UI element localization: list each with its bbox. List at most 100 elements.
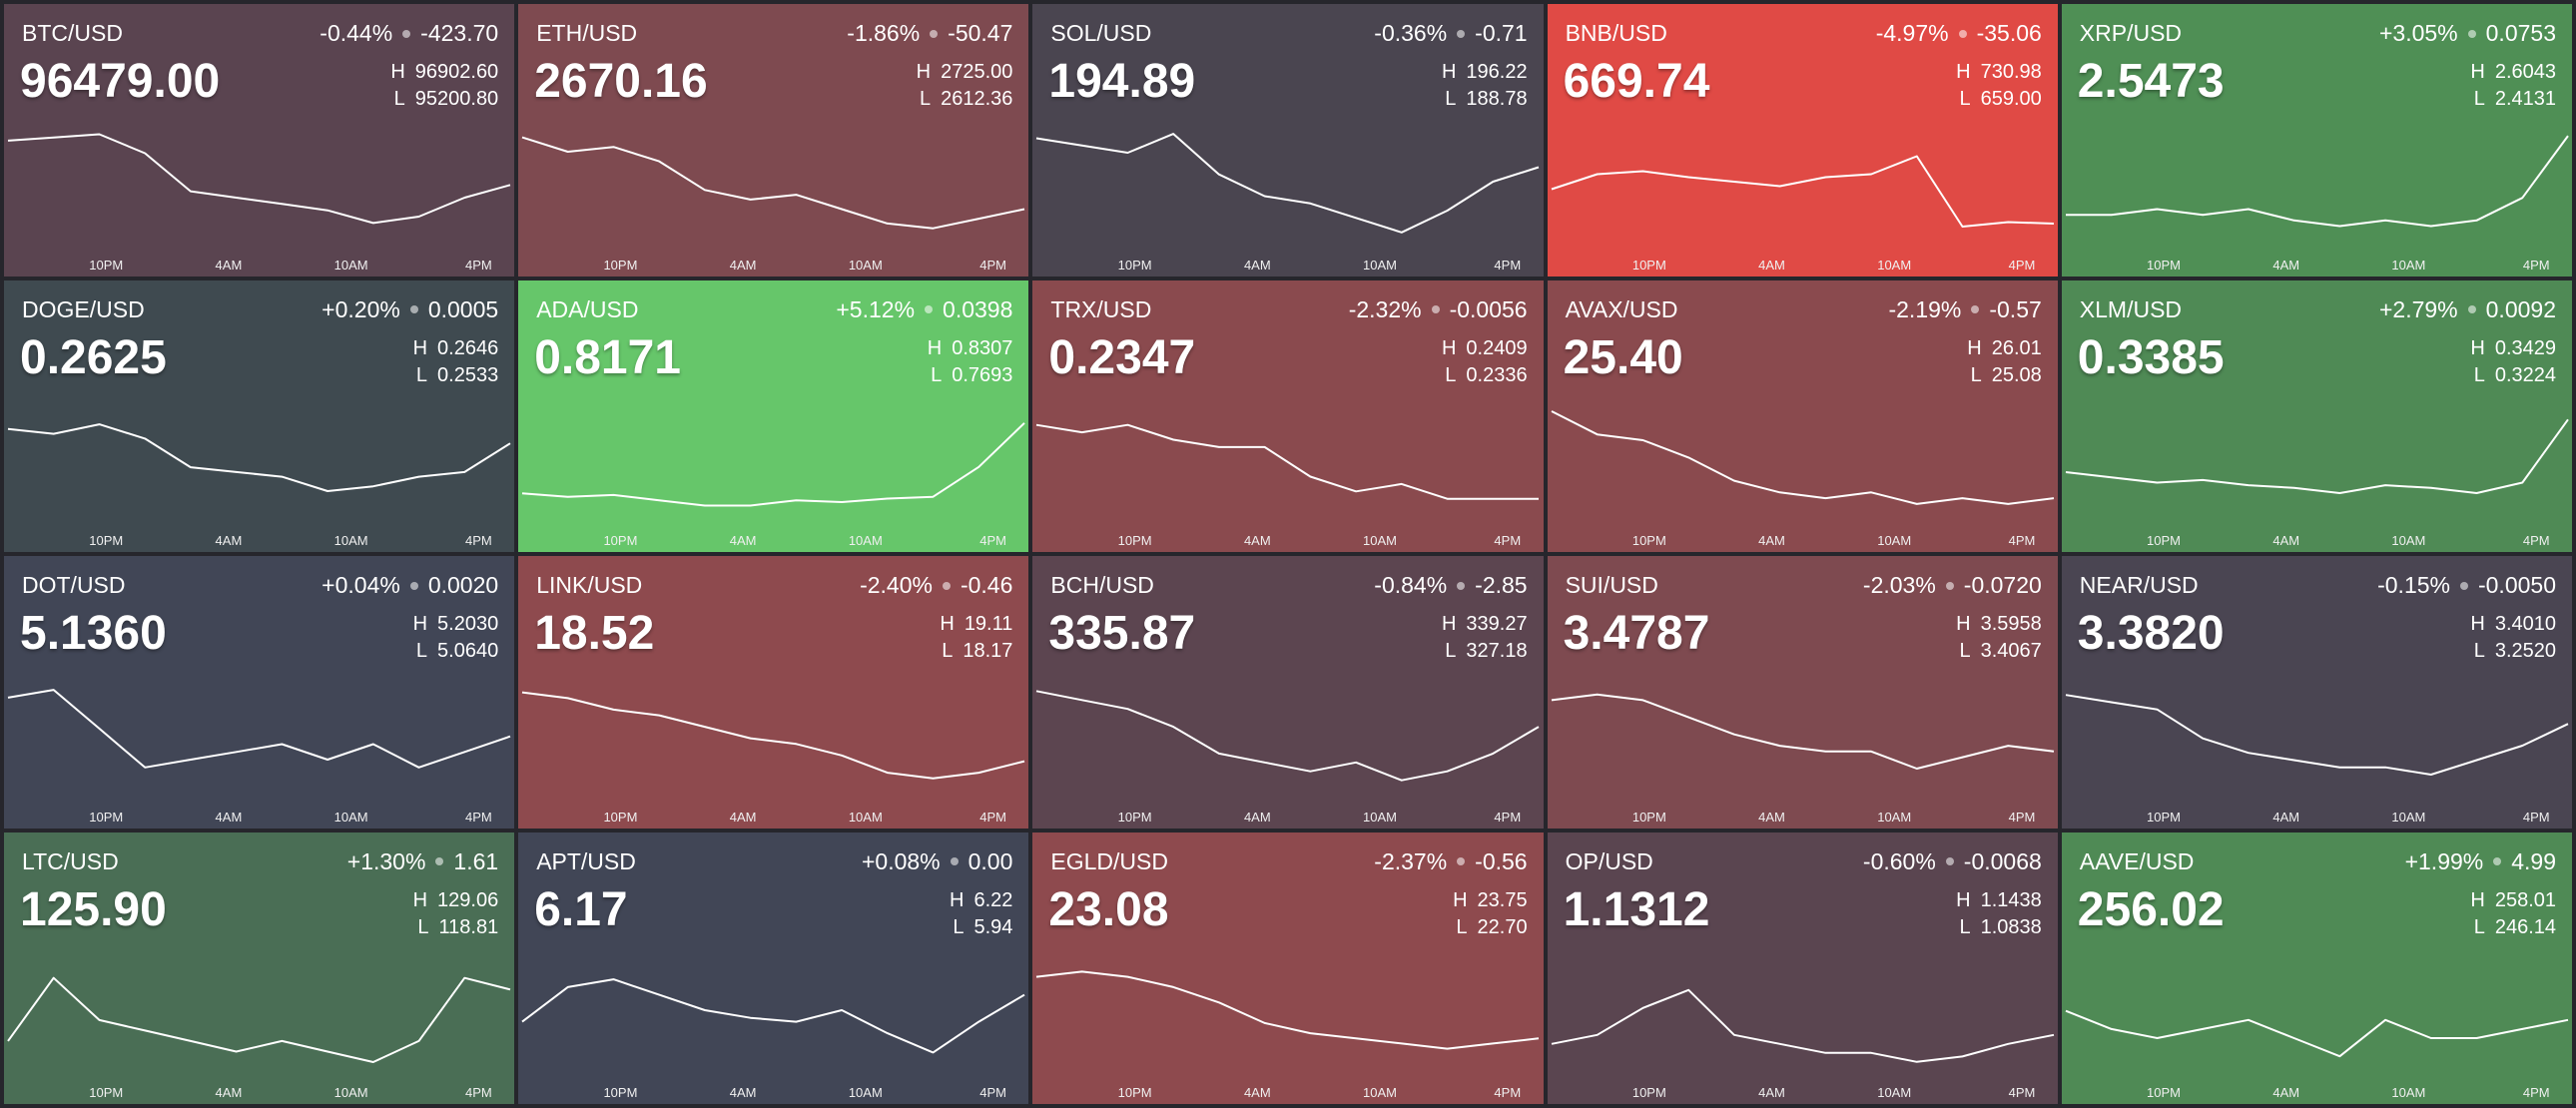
change-value: 0.0753 bbox=[2485, 20, 2556, 46]
ticker-tile[interactable]: BTC/USD -0.44% -423.70 96479.00 H 96902.60 L 95… bbox=[4, 4, 515, 277]
pair-name: SUI/USD bbox=[1565, 572, 1658, 598]
pair-name: LTC/USD bbox=[22, 847, 119, 874]
separator-dot bbox=[409, 305, 418, 313]
time-label: 10PM bbox=[603, 809, 638, 825]
change-value: 1.61 bbox=[453, 847, 499, 874]
high-row: H 730.98 bbox=[1956, 61, 2042, 84]
separator-dot bbox=[1971, 305, 1980, 313]
sparkline-chart bbox=[521, 136, 1025, 230]
time-label: 4AM bbox=[215, 257, 243, 273]
low-value: 5.0640 bbox=[437, 640, 499, 662]
low-label: L bbox=[1445, 88, 1457, 110]
low-value: 3.4067 bbox=[1980, 640, 2042, 662]
time-label: 10PM bbox=[2147, 533, 2182, 548]
high-value: 339.27 bbox=[1466, 613, 1528, 635]
ticker-tile[interactable]: LTC/USD +1.30% 1.61 125.90 H 129.06 L 118.81 10P… bbox=[4, 831, 515, 1104]
ticker-tile[interactable]: DOGE/USD +0.20% 0.0005 0.2625 H 0.2646 L 0.2533… bbox=[4, 279, 515, 552]
time-label: 10PM bbox=[1631, 533, 1666, 548]
change-value: -0.0050 bbox=[2477, 572, 2556, 598]
sparkline-chart bbox=[7, 689, 511, 769]
low-label: L bbox=[2473, 640, 2485, 662]
high-row: H 258.01 bbox=[2470, 889, 2556, 912]
ticker-tile[interactable]: OP/USD -0.60% -0.0068 1.1312 H 1.1438 L 1.0838 1… bbox=[1547, 831, 2058, 1104]
sparkline bbox=[522, 421, 1025, 506]
high-value: 196.22 bbox=[1466, 61, 1528, 83]
low-label: L bbox=[953, 915, 965, 938]
high-label: H bbox=[2470, 613, 2485, 635]
sparkline bbox=[521, 977, 1025, 1053]
price: 125.90 bbox=[20, 882, 167, 936]
sparkline bbox=[7, 976, 511, 1063]
change-group: -0.84% -2.85 bbox=[1374, 572, 1527, 599]
low-label: L bbox=[931, 363, 943, 386]
time-label: 4AM bbox=[729, 1085, 757, 1100]
low-row: L 2.4131 bbox=[2474, 88, 2556, 111]
time-label: 4PM bbox=[979, 257, 1006, 273]
ticker-tile[interactable]: EGLD/USD -2.37% -0.56 23.08 H 23.75 L 22.70 10PM… bbox=[1032, 831, 1544, 1104]
ticker-tile[interactable]: AAVE/USD +1.99% 4.99 256.02 H 258.01 L 246.14 10… bbox=[2061, 831, 2572, 1104]
price: 0.2347 bbox=[1048, 330, 1196, 384]
low-value: 5.94 bbox=[973, 915, 1013, 938]
ticker-tile[interactable]: APT/USD +0.08% 0.00 6.17 H 6.22 L 5.94 10PM 4AM 10… bbox=[518, 831, 1029, 1104]
low-value: 0.2336 bbox=[1466, 363, 1528, 386]
ticker-tile[interactable]: DOT/USD +0.04% 0.0020 5.1360 H 5.2030 L 5.0640 1… bbox=[4, 556, 515, 829]
change-percent: -2.19% bbox=[1888, 295, 1962, 322]
high-value: 1.1438 bbox=[1980, 888, 2042, 911]
high-row: H 2.6043 bbox=[2470, 61, 2556, 84]
low-row: L 5.94 bbox=[953, 916, 1012, 939]
sparkline bbox=[1551, 155, 2054, 228]
time-label: 4PM bbox=[465, 1085, 492, 1100]
separator-dot bbox=[1457, 857, 1466, 865]
time-label: 4PM bbox=[465, 533, 492, 548]
time-label: 10AM bbox=[1877, 1085, 1912, 1100]
time-label: 10AM bbox=[2391, 1085, 2426, 1100]
ticker-tile[interactable]: SUI/USD -2.03% -0.0720 3.4787 H 3.5958 L 3.4067… bbox=[1547, 556, 2058, 829]
change-group: +1.30% 1.61 bbox=[347, 848, 498, 875]
low-value: 18.17 bbox=[963, 640, 1013, 662]
high-label: H bbox=[1956, 613, 1971, 635]
sparkline-chart bbox=[1036, 969, 1540, 1050]
time-label: 10PM bbox=[603, 257, 638, 273]
change-group: -2.03% -0.0720 bbox=[1863, 572, 2042, 599]
ticker-tile[interactable]: ETH/USD -1.86% -50.47 2670.16 H 2725.00 L 2612.… bbox=[518, 4, 1029, 277]
change-percent: +1.30% bbox=[346, 847, 426, 874]
ticker-tile[interactable]: TRX/USD -2.32% -0.0056 0.2347 H 0.2409 L 0.2336… bbox=[1032, 279, 1544, 552]
time-label: 4PM bbox=[2522, 1085, 2550, 1100]
ticker-tile[interactable]: XRP/USD +3.05% 0.0753 2.5473 H 2.6043 L 2.4131 1… bbox=[2061, 4, 2572, 277]
change-percent: -2.03% bbox=[1862, 572, 1936, 598]
time-label: 4AM bbox=[1243, 533, 1271, 548]
ticker-tile[interactable]: BCH/USD -0.84% -2.85 335.87 H 339.27 L 327.18 10… bbox=[1032, 556, 1544, 829]
ticker-tile[interactable]: ADA/USD +5.12% 0.0398 0.8171 H 0.8307 L 0.7693 1… bbox=[518, 279, 1029, 552]
low-label: L bbox=[1456, 915, 1468, 938]
sparkline bbox=[1551, 988, 2054, 1063]
time-label: 10AM bbox=[1877, 809, 1912, 825]
ticker-tile[interactable]: XLM/USD +2.79% 0.0092 0.3385 H 0.3429 L 0.3224 1… bbox=[2061, 279, 2572, 552]
high-row: H 23.75 bbox=[1453, 889, 1528, 912]
change-group: -0.15% -0.0050 bbox=[2377, 572, 2556, 599]
ticker-tile[interactable]: SOL/USD -0.36% -0.71 194.89 H 196.22 L 188.78 10… bbox=[1032, 4, 1544, 277]
sparkline-chart bbox=[1036, 690, 1540, 782]
pair-name: BTC/USD bbox=[22, 20, 123, 46]
time-label: 4AM bbox=[1758, 809, 1785, 825]
price: 2670.16 bbox=[534, 55, 708, 108]
change-group: -0.36% -0.71 bbox=[1374, 20, 1527, 47]
ticker-tile[interactable]: LINK/USD -2.40% -0.46 18.52 H 19.11 L 18.17 10PM… bbox=[518, 556, 1029, 829]
high-label: H bbox=[2470, 61, 2485, 83]
ticker-tile[interactable]: NEAR/USD -0.15% -0.0050 3.3820 H 3.4010 L 3.252… bbox=[2061, 556, 2572, 829]
time-label: 4AM bbox=[1758, 257, 1785, 273]
high-label: H bbox=[1956, 61, 1971, 83]
change-value: -423.70 bbox=[420, 20, 499, 46]
low-row: L 327.18 bbox=[1445, 640, 1527, 663]
ticker-tile[interactable]: AVAX/USD -2.19% -0.57 25.40 H 26.01 L 25.08 10PM… bbox=[1547, 279, 2058, 552]
sparkline bbox=[522, 691, 1025, 780]
change-percent: -1.86% bbox=[847, 20, 921, 46]
change-value: 0.00 bbox=[967, 847, 1013, 874]
high-label: H bbox=[390, 61, 405, 83]
sparkline bbox=[7, 133, 511, 225]
change-percent: -2.32% bbox=[1348, 295, 1422, 322]
ticker-tile[interactable]: BNB/USD -4.97% -35.06 669.74 H 730.98 L 659.00 1… bbox=[1547, 4, 2058, 277]
pair-name: TRX/USD bbox=[1050, 295, 1152, 322]
time-label: 4AM bbox=[729, 533, 757, 548]
separator-dot bbox=[1431, 305, 1440, 313]
